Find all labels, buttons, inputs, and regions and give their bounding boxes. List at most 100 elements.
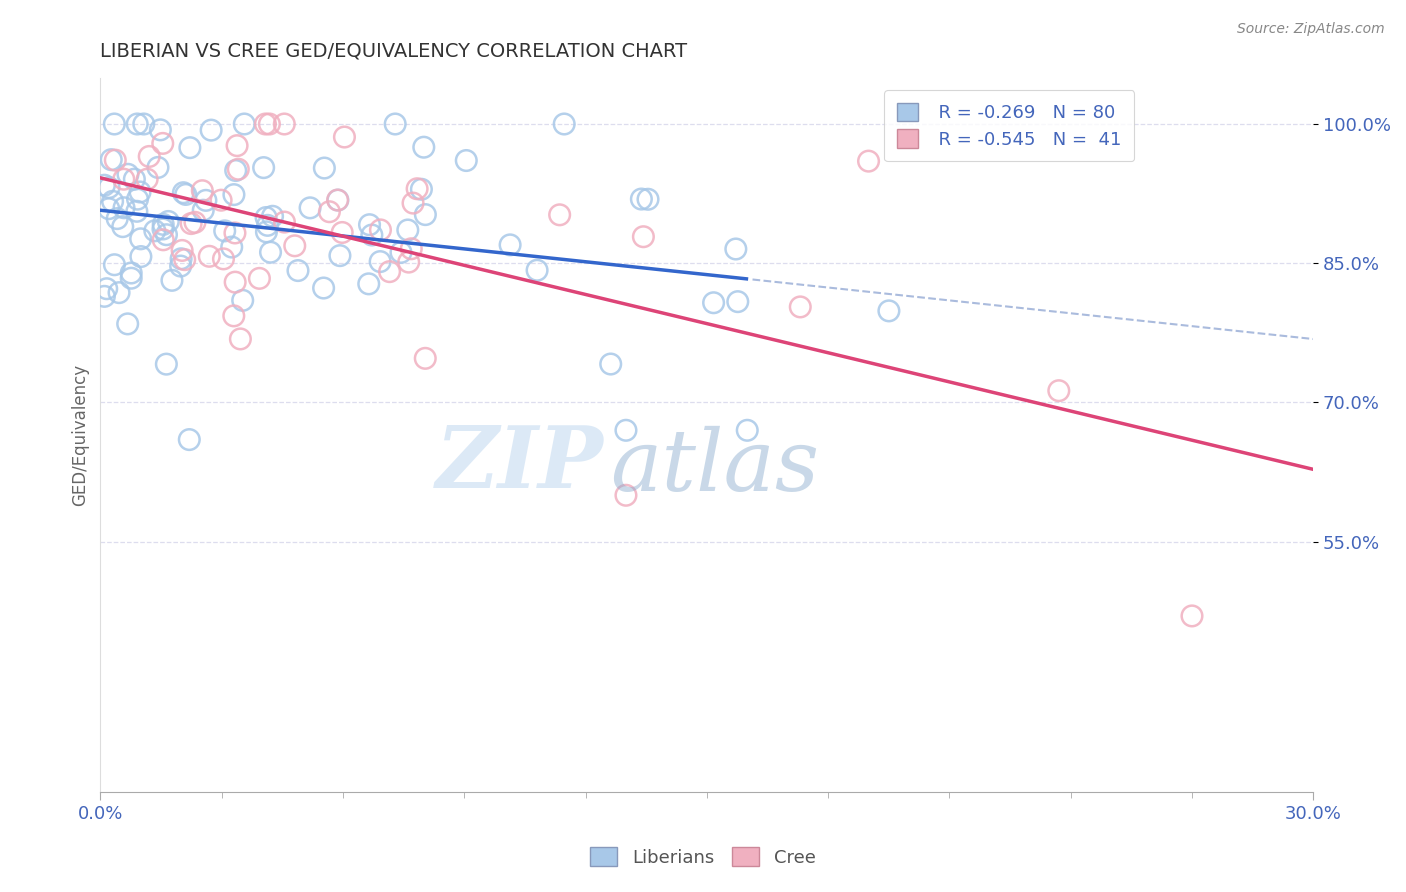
Point [259, 245, 281, 260]
Point [101, 194, 124, 209]
Point [312, 281, 335, 295]
Point [214, 224, 236, 238]
Point [120, 271, 142, 285]
Point [411, 182, 433, 196]
Point [152, 222, 174, 236]
Point [193, 203, 215, 218]
Point [194, 194, 217, 208]
Point [630, 192, 652, 206]
Point [226, 138, 249, 153]
Point [224, 226, 246, 240]
Point [401, 242, 423, 256]
Point [222, 309, 245, 323]
Point [389, 245, 412, 260]
Point [368, 254, 391, 268]
Point [256, 225, 278, 239]
Point [225, 163, 247, 178]
Point [184, 215, 207, 229]
Point [221, 240, 243, 254]
Point [398, 255, 420, 269]
Point [103, 117, 125, 131]
Point [229, 332, 252, 346]
Point [284, 239, 307, 253]
Point [98, 180, 121, 194]
Point [318, 204, 340, 219]
Point [209, 193, 232, 207]
Point [256, 219, 278, 233]
Point [112, 201, 135, 215]
Point [222, 187, 245, 202]
Point [136, 172, 159, 186]
Point [96, 282, 118, 296]
Point [111, 219, 134, 234]
Point [499, 238, 522, 252]
Point [146, 161, 169, 175]
Point [172, 244, 194, 258]
Point [735, 423, 758, 437]
Point [412, 140, 434, 154]
Point [179, 141, 201, 155]
Point [329, 249, 352, 263]
Point [170, 252, 193, 266]
Point [108, 285, 131, 300]
Point [117, 167, 139, 181]
Point [173, 252, 195, 267]
Point [104, 153, 127, 168]
Point [727, 294, 749, 309]
Point [253, 161, 276, 175]
Point [360, 227, 382, 242]
Point [330, 226, 353, 240]
Point [789, 300, 811, 314]
Point [132, 117, 155, 131]
Point [357, 277, 380, 291]
Point [124, 172, 146, 186]
Point [179, 433, 201, 447]
Point [299, 201, 322, 215]
Point [157, 214, 180, 228]
Point [724, 242, 747, 256]
Point [191, 184, 214, 198]
Point [378, 265, 401, 279]
Text: atlas: atlas [610, 425, 818, 508]
Point [160, 273, 183, 287]
Point [125, 204, 148, 219]
Point [273, 215, 295, 229]
Point [180, 217, 202, 231]
Point [877, 304, 900, 318]
Point [259, 117, 281, 131]
Point [273, 117, 295, 131]
Point [120, 266, 142, 280]
Point [103, 258, 125, 272]
Point [232, 293, 254, 308]
Point [402, 196, 425, 211]
Point [112, 172, 135, 186]
Point [548, 208, 571, 222]
Point [93, 289, 115, 303]
Point [233, 117, 256, 131]
Point [633, 229, 655, 244]
Point [333, 130, 356, 145]
Point [198, 249, 221, 263]
Point [703, 295, 725, 310]
Point [254, 211, 277, 225]
Point [1181, 609, 1204, 624]
Point [858, 154, 880, 169]
Point [100, 153, 122, 167]
Point [326, 193, 349, 207]
Point [200, 123, 222, 137]
Text: LIBERIAN VS CREE GED/EQUIVALENCY CORRELATION CHART: LIBERIAN VS CREE GED/EQUIVALENCY CORRELA… [100, 42, 688, 61]
Point [254, 117, 277, 131]
Point [117, 317, 139, 331]
Point [127, 117, 149, 131]
Point [93, 178, 115, 193]
Point [359, 218, 381, 232]
Point [149, 123, 172, 137]
Point [599, 357, 621, 371]
Point [212, 252, 235, 266]
Y-axis label: GED/Equivalency: GED/Equivalency [72, 364, 89, 506]
Point [526, 263, 548, 277]
Point [614, 488, 637, 502]
Point [97, 202, 120, 216]
Point [456, 153, 478, 168]
Legend: Liberians, Cree: Liberians, Cree [583, 840, 823, 874]
